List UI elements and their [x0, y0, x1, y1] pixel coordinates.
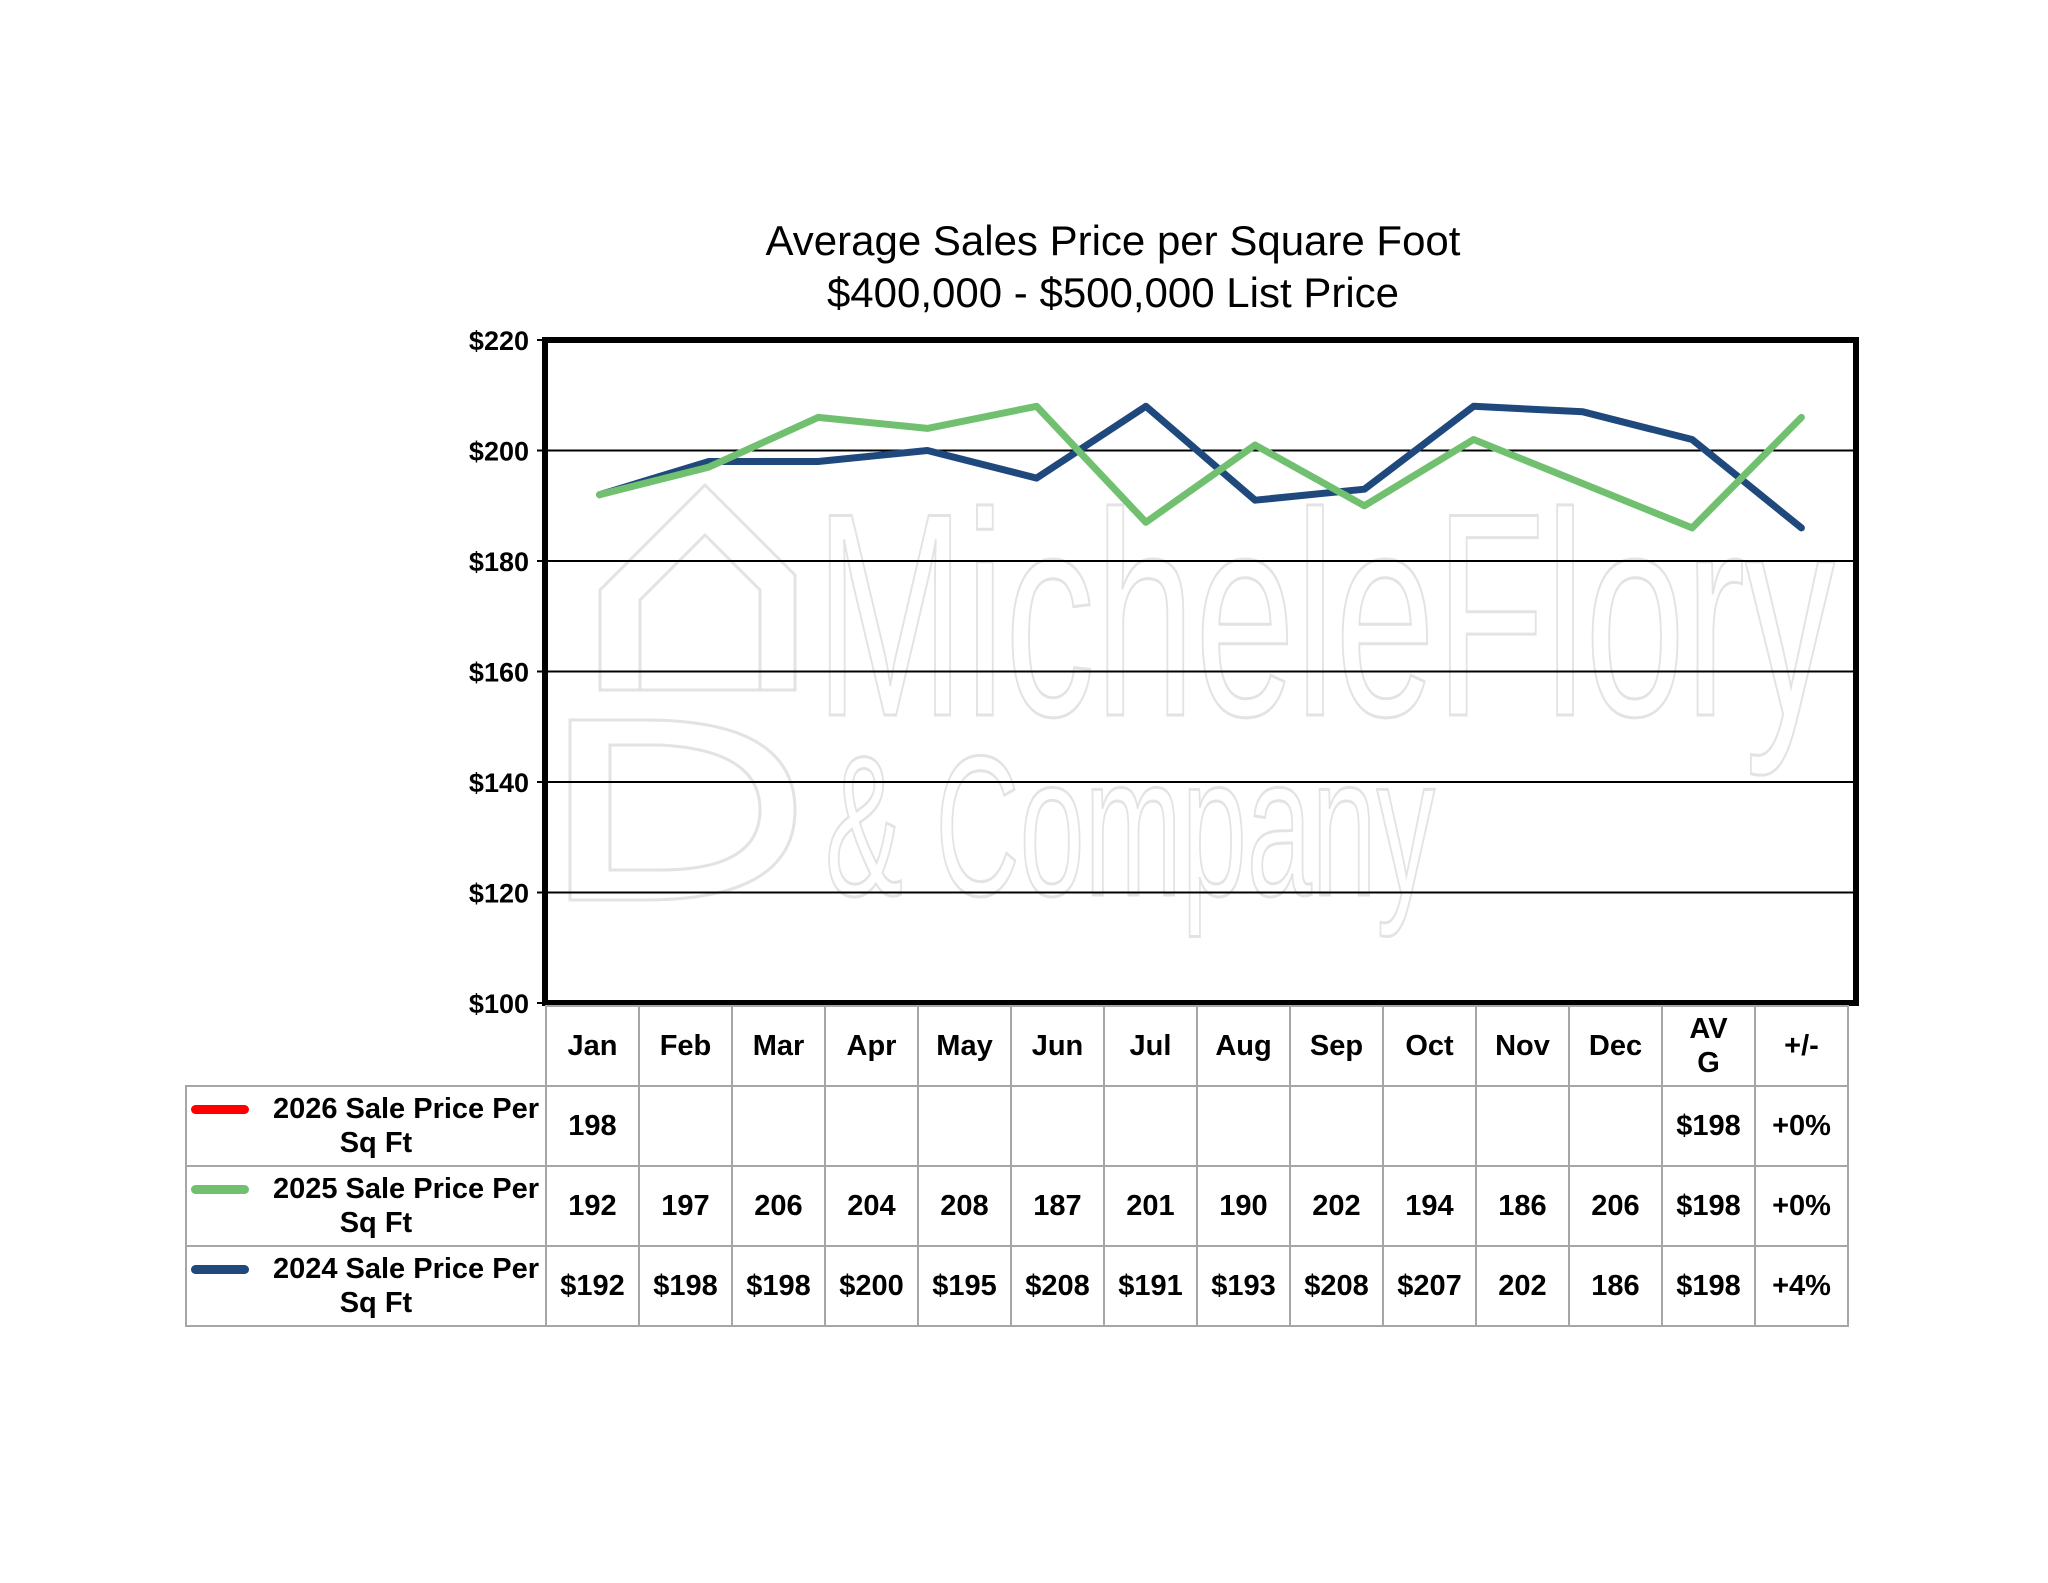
y-axis-ticks: $220 $200 $180 $160 $140 $120 $100: [469, 326, 545, 1019]
column-header-month: Jun: [1010, 1005, 1105, 1087]
table-cell-change: +4%: [1754, 1245, 1849, 1327]
table-cell: 202: [1289, 1165, 1384, 1247]
series-name: 2024 Sale Price Per Sq Ft: [272, 1253, 539, 1319]
gridlines: [545, 449, 1856, 894]
table-cell: $207: [1382, 1245, 1477, 1327]
series-legend-label: 2024 Sale Price Per Sq Ft: [185, 1245, 547, 1327]
table-cell-change: +0%: [1754, 1165, 1849, 1247]
legend-swatch: [191, 1265, 249, 1274]
watermark-building-icon: [568, 718, 797, 902]
table-header-row: Jan Feb Mar Apr May Jun Jul Aug Sep Oct Nov Dec AV G +…: [186, 1005, 1849, 1087]
y-tick-label: $160: [469, 658, 529, 688]
data-table: Jan Feb Mar Apr May Jun Jul Aug Sep Oct Nov Dec AV G +…: [185, 1005, 1849, 1327]
chart-title: Average Sales Price per Square Foot: [766, 217, 1461, 264]
column-header-month: Sep: [1289, 1005, 1384, 1087]
column-header-month: Jul: [1103, 1005, 1198, 1087]
column-header-change: +/-: [1754, 1005, 1849, 1087]
table-cell: [1289, 1085, 1384, 1167]
y-tick-label: $140: [469, 768, 529, 798]
table-cell: $208: [1010, 1245, 1105, 1327]
table-row: 2024 Sale Price Per Sq Ft $192 $198 $198 $200…: [185, 1245, 1849, 1327]
table-cell: 198: [545, 1085, 640, 1167]
column-header-month: Nov: [1475, 1005, 1570, 1087]
table-cell-avg: $198: [1661, 1165, 1756, 1247]
table-cell: 206: [1568, 1165, 1663, 1247]
table-cell: [1475, 1085, 1570, 1167]
column-header-avg: AV G: [1661, 1005, 1756, 1087]
table-cell: 186: [1475, 1165, 1570, 1247]
table-cell-avg: $198: [1661, 1085, 1756, 1167]
table-row: 2025 Sale Price Per Sq Ft 192 197 206 204 208 1…: [185, 1165, 1849, 1247]
table-cell: $208: [1289, 1245, 1384, 1327]
series-legend-label: 2026 Sale Price Per Sq Ft: [185, 1085, 547, 1167]
column-header-month: Feb: [638, 1005, 733, 1087]
table-cell: 197: [638, 1165, 733, 1247]
y-tick-label: $180: [469, 547, 529, 577]
table-cell: 194: [1382, 1165, 1477, 1247]
table-cell: [1382, 1085, 1477, 1167]
table-cell: [638, 1085, 733, 1167]
column-header-month: May: [917, 1005, 1012, 1087]
y-tick-label: $100: [469, 989, 529, 1019]
watermark-text: MicheleFlory: [815, 453, 1835, 778]
table-cell: 204: [824, 1165, 919, 1247]
y-tick-label: $220: [469, 326, 529, 356]
table-cell: 206: [731, 1165, 826, 1247]
legend-swatch: [191, 1105, 249, 1114]
y-tick-label: $200: [469, 437, 529, 467]
table-cell: $198: [638, 1245, 733, 1327]
table-cell: 201: [1103, 1165, 1198, 1247]
table-row: 2026 Sale Price Per Sq Ft 198 $198 +0%: [185, 1085, 1849, 1167]
table-cell-change: +0%: [1754, 1085, 1849, 1167]
column-header-month: Aug: [1196, 1005, 1291, 1087]
table-corner: [186, 1006, 546, 1086]
table-cell: [824, 1085, 919, 1167]
table-cell: 190: [1196, 1165, 1291, 1247]
table-cell: [1010, 1085, 1105, 1167]
plot-frame: [542, 337, 1859, 1006]
table-cell: 208: [917, 1165, 1012, 1247]
series-legend-label: 2025 Sale Price Per Sq Ft: [185, 1165, 547, 1247]
legend-swatch: [191, 1185, 249, 1194]
y-tick-label: $120: [469, 879, 529, 909]
table-cell-avg: $198: [1661, 1245, 1756, 1327]
table-cell: 187: [1010, 1165, 1105, 1247]
column-header-month: Apr: [824, 1005, 919, 1087]
table-cell: $191: [1103, 1245, 1198, 1327]
column-header-month: Jan: [545, 1005, 640, 1087]
table-cell: [1103, 1085, 1198, 1167]
series-line: [596, 402, 1805, 532]
series-lines: [596, 402, 1805, 532]
table-cell: [1568, 1085, 1663, 1167]
column-header-month: Dec: [1568, 1005, 1663, 1087]
watermark-logo: MicheleFlory & Company: [568, 452, 1837, 940]
column-header-month: Oct: [1382, 1005, 1477, 1087]
table-cell: [1196, 1085, 1291, 1167]
table-body: 2026 Sale Price Per Sq Ft 198 $198 +0% 2025 S…: [185, 1085, 1849, 1327]
table-cell: 186: [1568, 1245, 1663, 1327]
table-cell: $195: [917, 1245, 1012, 1327]
series-line: [596, 402, 1805, 532]
series-name: 2025 Sale Price Per Sq Ft: [272, 1173, 539, 1239]
table-cell: $198: [731, 1245, 826, 1327]
table-cell: [917, 1085, 1012, 1167]
column-header-month: Mar: [731, 1005, 826, 1087]
table-cell: $192: [545, 1245, 640, 1327]
chart-subtitle: $400,000 - $500,000 List Price: [827, 269, 1399, 316]
table-cell: $200: [824, 1245, 919, 1327]
table-cell: $193: [1196, 1245, 1291, 1327]
series-name: 2026 Sale Price Per Sq Ft: [272, 1093, 539, 1159]
table-cell: [731, 1085, 826, 1167]
watermark-house-icon: [598, 482, 797, 692]
table-cell: 192: [545, 1165, 640, 1247]
table-cell: 202: [1475, 1245, 1570, 1327]
watermark-text: & Company: [825, 715, 1435, 938]
